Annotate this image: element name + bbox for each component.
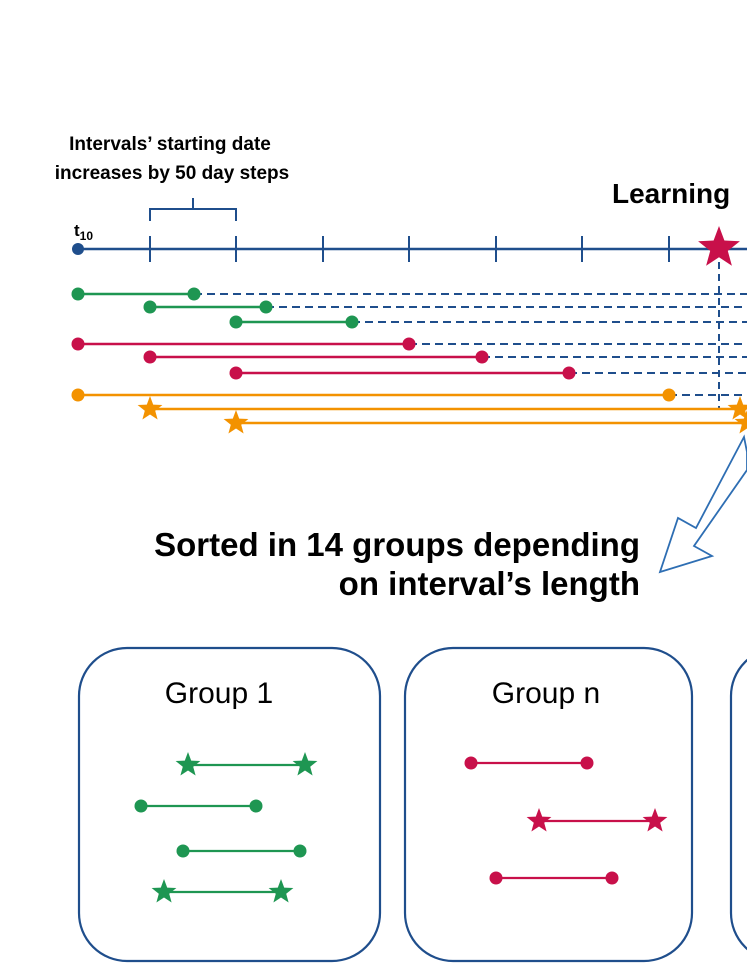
interval-lines: [71, 287, 747, 434]
learning-star-icon-shape: [698, 226, 740, 266]
group-interval-end-star-icon: [268, 879, 294, 903]
group-interval-start-dot: [464, 756, 478, 770]
group-interval-end-star-icon: [642, 808, 668, 832]
learning-star-icon: [698, 226, 740, 266]
interval-start-dot: [71, 388, 85, 402]
interval-start-dot: [71, 287, 85, 301]
interval-start-dot: [143, 350, 157, 364]
interval-start-dot: [229, 366, 243, 380]
group-interval-start-star-icon: [526, 808, 552, 832]
group-title-1: Group 1: [165, 677, 273, 710]
annotation-line-2: increases by 50 day steps: [55, 163, 289, 184]
group-box-partial: [729, 658, 747, 951]
group-interval-start-star-icon: [175, 752, 201, 776]
group-interval-end-star-icon: [292, 752, 318, 776]
interval-end-dot: [562, 366, 576, 380]
group-interval-end-dot: [605, 871, 619, 885]
sorted-text-line-2: on interval’s length: [339, 565, 640, 602]
interval-end-dot: [475, 350, 489, 364]
group-box-1: [77, 646, 382, 963]
interval-end-star-icon: [734, 410, 747, 434]
group-interval-start-dot: [489, 871, 503, 885]
step-bracket: [149, 198, 237, 221]
interval-start-dot: [143, 300, 157, 314]
interval-end-dot: [345, 315, 359, 329]
interval-end-dot: [259, 300, 273, 314]
interval-start-star-icon: [137, 396, 163, 420]
group-interval-start-star-icon: [151, 879, 177, 903]
sorted-text-line-1: Sorted in 14 groups depending: [154, 526, 640, 563]
sort-arrow-icon: [658, 434, 747, 574]
interval-end-dot: [662, 388, 676, 402]
interval-end-star-icon: [727, 396, 747, 420]
interval-start-star-icon: [223, 410, 249, 434]
timeline-start-dot: [72, 243, 84, 255]
group-interval-end-dot: [580, 756, 594, 770]
group-box-n: [403, 646, 694, 963]
learning-title: Learning: [612, 178, 730, 209]
group-interval-items: [134, 752, 668, 903]
group-interval-start-dot: [134, 799, 148, 813]
timeline-ticks: [149, 236, 670, 262]
start-label: t10: [74, 221, 93, 243]
group-interval-end-dot: [293, 844, 307, 858]
annotation-line-1: Intervals’ starting date: [69, 134, 271, 155]
interval-end-dot: [402, 337, 416, 351]
interval-start-dot: [71, 337, 85, 351]
interval-end-dot: [187, 287, 201, 301]
group-interval-start-dot: [176, 844, 190, 858]
group-interval-end-dot: [249, 799, 263, 813]
group-title-n: Group n: [492, 677, 600, 710]
interval-start-dot: [229, 315, 243, 329]
